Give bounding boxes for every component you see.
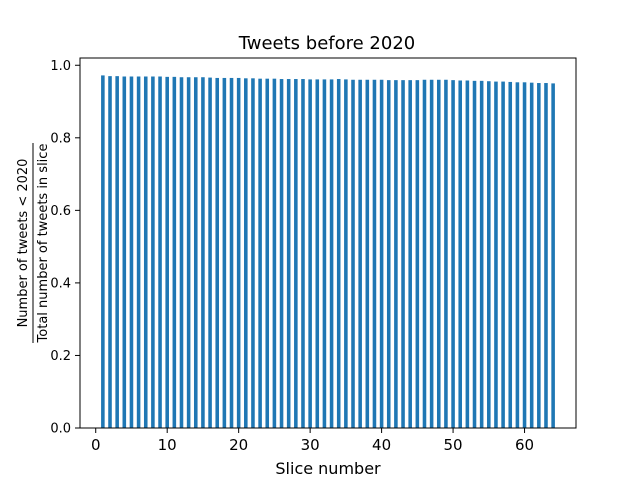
bar-54 bbox=[479, 80, 484, 428]
y-tick-label: 0.0 bbox=[50, 422, 71, 437]
bar-8 bbox=[151, 76, 155, 428]
bar-15 bbox=[201, 77, 205, 428]
bar-21 bbox=[244, 78, 248, 428]
y-axis-label-numerator: Number of tweets < 2020 bbox=[16, 159, 31, 328]
bar-60 bbox=[522, 82, 527, 429]
bar-37 bbox=[358, 79, 362, 428]
bar-51 bbox=[458, 80, 462, 429]
bar-45 bbox=[415, 80, 420, 428]
bar-33 bbox=[329, 79, 334, 429]
x-tick-label: 0 bbox=[91, 436, 101, 454]
bar-42 bbox=[394, 80, 398, 428]
x-tick-label: 60 bbox=[515, 436, 534, 454]
plot-area-frame bbox=[79, 57, 577, 429]
bar-55 bbox=[487, 81, 491, 428]
bar-38 bbox=[365, 79, 370, 428]
bar-12 bbox=[179, 77, 184, 428]
y-axis-label: Number of tweets < 2020 Total number of … bbox=[16, 143, 51, 343]
bar-9 bbox=[158, 76, 162, 428]
x-axis-label: Slice number bbox=[275, 459, 381, 478]
bar-61 bbox=[529, 82, 534, 429]
bars-group bbox=[101, 75, 555, 429]
bar-6 bbox=[136, 76, 141, 428]
bar-47 bbox=[429, 79, 434, 428]
bar-25 bbox=[272, 78, 277, 429]
bar-43 bbox=[401, 80, 405, 428]
y-tick-label: 0.2 bbox=[50, 349, 71, 364]
bar-29 bbox=[301, 79, 305, 428]
bar-20 bbox=[236, 77, 241, 428]
bar-50 bbox=[451, 80, 455, 428]
x-tick-label: 10 bbox=[158, 436, 177, 454]
bar-57 bbox=[501, 81, 505, 428]
bar-14 bbox=[193, 77, 198, 428]
bar-34 bbox=[336, 79, 341, 428]
bar-22 bbox=[251, 78, 255, 428]
bar-39 bbox=[372, 79, 377, 428]
bar-3 bbox=[115, 76, 119, 428]
bar-24 bbox=[265, 78, 270, 429]
bar-17 bbox=[215, 77, 220, 428]
x-tick-label: 50 bbox=[444, 436, 463, 454]
bar-36 bbox=[351, 79, 355, 428]
bar-5 bbox=[129, 76, 134, 428]
bar-46 bbox=[422, 79, 427, 428]
y-tick-label: 0.6 bbox=[50, 204, 71, 219]
bar-16 bbox=[208, 77, 212, 428]
bar-18 bbox=[222, 77, 227, 428]
bar-52 bbox=[465, 80, 470, 429]
bar-44 bbox=[408, 80, 412, 428]
bar-7 bbox=[143, 76, 148, 428]
x-axis-ticks: 0 10 20 30 40 50 60 bbox=[91, 428, 534, 454]
bar-64 bbox=[551, 83, 555, 428]
y-axis-ticks: 0.0 0.2 0.4 0.6 0.8 1.0 bbox=[50, 59, 80, 437]
bar-1 bbox=[101, 75, 105, 428]
bar-58 bbox=[508, 81, 513, 428]
bar-41 bbox=[386, 80, 391, 428]
bar-53 bbox=[472, 80, 477, 428]
x-tick-label: 30 bbox=[301, 436, 320, 454]
bar-56 bbox=[494, 81, 498, 428]
y-tick-label: 1.0 bbox=[50, 59, 71, 74]
y-tick-label: 0.4 bbox=[50, 276, 71, 291]
bar-63 bbox=[544, 83, 548, 428]
bar-19 bbox=[229, 77, 234, 428]
x-tick-label: 20 bbox=[229, 436, 248, 454]
bar-26 bbox=[279, 79, 284, 428]
bar-27 bbox=[286, 79, 291, 428]
bar-59 bbox=[515, 82, 520, 429]
bar-10 bbox=[165, 76, 169, 429]
chart-title: Tweets before 2020 bbox=[238, 33, 416, 54]
bar-28 bbox=[294, 79, 298, 428]
bar-48 bbox=[436, 79, 441, 428]
bar-4 bbox=[122, 76, 127, 428]
bar-2 bbox=[108, 76, 112, 428]
y-tick-label: 0.8 bbox=[50, 131, 71, 146]
bar-32 bbox=[322, 79, 327, 429]
bar-13 bbox=[186, 77, 191, 428]
bar-40 bbox=[379, 79, 384, 428]
bar-23 bbox=[258, 78, 262, 429]
bar-49 bbox=[444, 79, 448, 428]
y-axis-label-denominator: Total number of tweets in slice bbox=[36, 144, 51, 344]
bar-35 bbox=[344, 79, 348, 429]
bar-31 bbox=[315, 79, 320, 429]
x-tick-label: 40 bbox=[372, 436, 391, 454]
bar-30 bbox=[308, 79, 312, 429]
bar-11 bbox=[172, 76, 177, 429]
bar-62 bbox=[537, 83, 541, 428]
